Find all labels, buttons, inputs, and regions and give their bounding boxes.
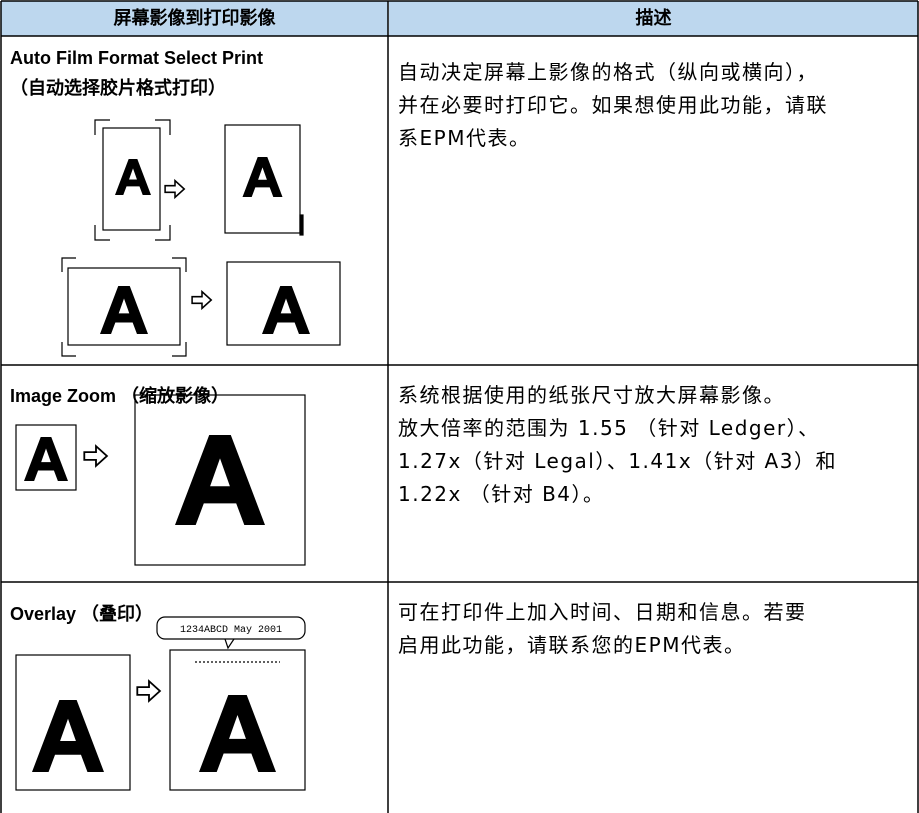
illustration [15,119,341,791]
description-line: 自动决定屏幕上影像的格式（纵向或横向）， [398,60,818,84]
header-cell: 描述 [389,1,918,36]
description-line: 放大倍率的范围为 1.55 （针对 Ledger）、 [398,416,820,440]
description-line: 启用此功能，请联系您的EPM代表。 [398,633,746,657]
description: 自动决定屏幕上影像的格式（纵向或横向）， 并在必要时打印它。如果想使用此功能，请联… [398,56,828,155]
row-title: Image Zoom （缩放影像） [10,386,230,406]
overlay-sample: 1234ABCD May 2001 [180,625,282,636]
description-line: 系EPM代表。 [398,126,531,150]
description: 系统根据使用的纸张尺寸放大屏幕影像。放大倍率的范围为 1.55 （针对 Ledg… [398,379,837,511]
row-title: Overlay （叠印） [10,604,154,624]
description-line: 可在打印件上加入时间、日期和信息。若要 [398,600,807,624]
glyphs [24,157,310,772]
description: 可在打印件上加入时间、日期和信息。若要 启用此功能，请联系您的EPM代表。 [398,596,807,662]
header-cell: 屏幕影像到打印影像 [1,1,388,36]
description-line: 并在必要时打印它。如果想使用此功能，请联 [398,93,828,117]
row-subtitle: （自动选择胶片格式打印） [10,78,226,98]
description-line: 系统根据使用的纸张尺寸放大屏幕影像。 [398,383,785,407]
description-line: 1.22x （针对 B4）。 [398,482,605,506]
row-title: Auto Film Format Select Print [10,48,264,68]
description-line: 1.27x（针对 Legal）、1.41x（针对 A3）和 [398,449,837,473]
